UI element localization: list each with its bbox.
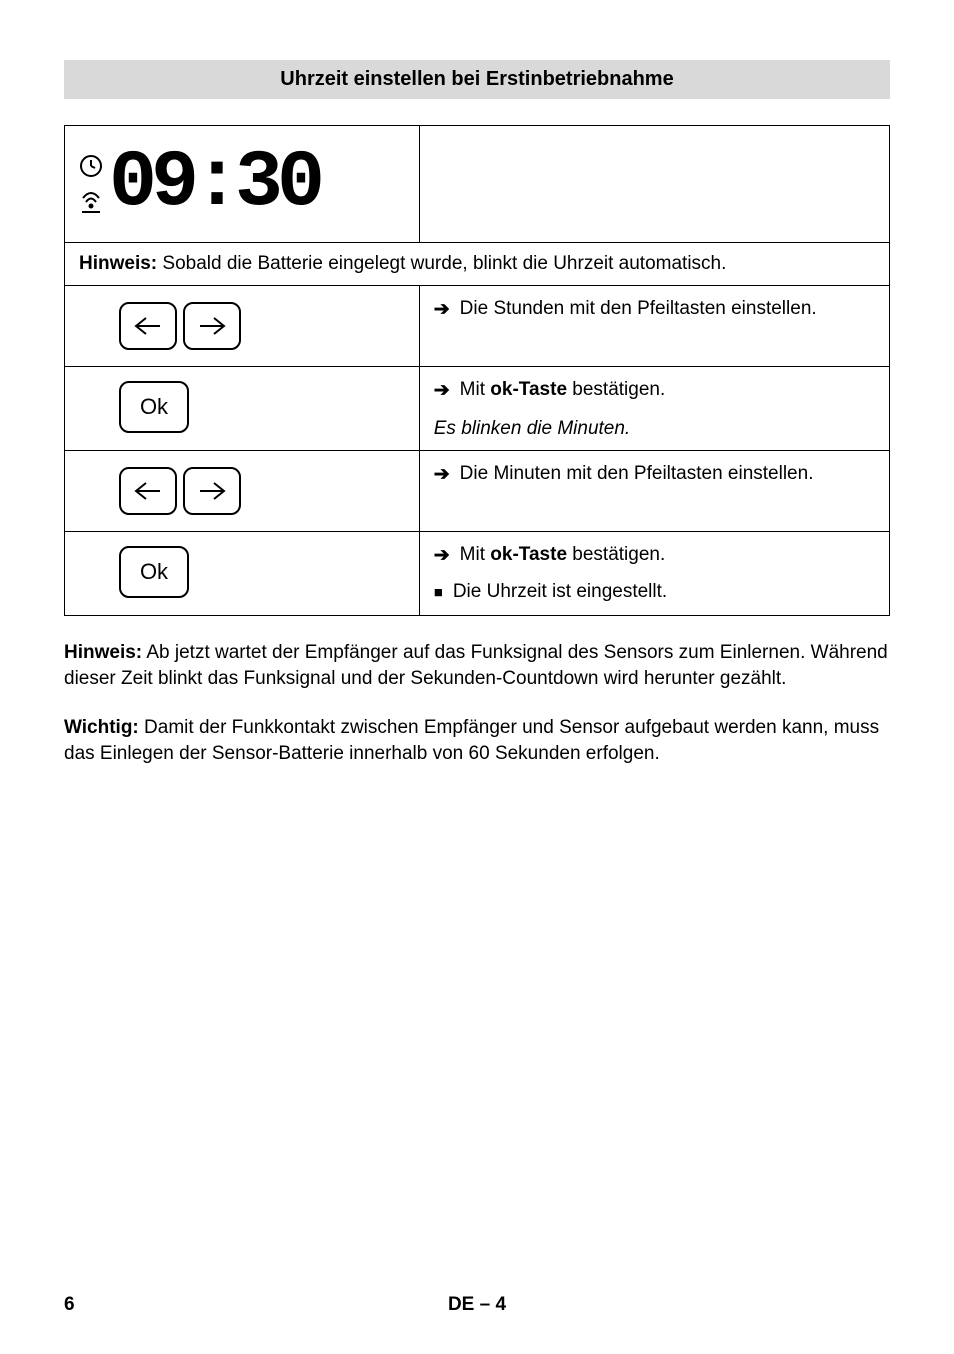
step-3-line: Die Minuten mit den Pfeiltasten einstell… bbox=[434, 463, 875, 486]
right-arrow-button[interactable] bbox=[183, 467, 241, 515]
display-side-icons bbox=[79, 154, 103, 214]
step-1-line: Die Stunden mit den Pfeiltasten einstell… bbox=[434, 298, 875, 321]
display-right-empty bbox=[419, 126, 889, 243]
arrow-bullet-icon bbox=[434, 298, 450, 321]
display-row: 09:30 bbox=[65, 126, 890, 243]
paragraph-2: Wichtig: Damit der Funkkontakt zwischen … bbox=[64, 715, 890, 766]
arrow-bullet-icon bbox=[434, 544, 450, 567]
left-arrow-button[interactable] bbox=[119, 467, 177, 515]
section-heading: Uhrzeit einstellen bei Erstinbetriebnahm… bbox=[64, 60, 890, 99]
page-lang-marker: DE – 4 bbox=[448, 1294, 506, 1316]
arrow-right-icon bbox=[198, 481, 226, 501]
arrow-right-icon bbox=[198, 316, 226, 336]
right-arrow-button[interactable] bbox=[183, 302, 241, 350]
hinweis-text: Hinweis: Sobald die Batterie eingelegt w… bbox=[79, 253, 726, 274]
step-2-right: Mit ok-Taste bestätigen. Es blinken die … bbox=[419, 367, 889, 451]
square-bullet-icon bbox=[434, 581, 443, 603]
step-2-text-1: Mit ok-Taste bestätigen. bbox=[460, 379, 666, 401]
arrow-bullet-icon bbox=[434, 463, 450, 486]
page-number: 6 bbox=[64, 1294, 75, 1316]
step-2-italic: Es blinken die Minuten. bbox=[434, 418, 875, 440]
paragraph-1: Hinweis: Ab jetzt wartet der Empfänger a… bbox=[64, 640, 890, 691]
step-2-left: Ok bbox=[65, 367, 420, 451]
step-3-text: Die Minuten mit den Pfeiltasten einstell… bbox=[460, 463, 814, 485]
step-row-2: Ok Mit ok-Taste bestätigen. Es blinken d… bbox=[65, 367, 890, 451]
step-3-left bbox=[65, 451, 420, 532]
step-row-3: Die Minuten mit den Pfeiltasten einstell… bbox=[65, 451, 890, 532]
step-4-line-1: Mit ok-Taste bestätigen. bbox=[434, 544, 875, 567]
arrow-left-icon bbox=[134, 316, 162, 336]
step-1-text: Die Stunden mit den Pfeiltasten einstell… bbox=[460, 298, 817, 320]
clock-icon bbox=[79, 154, 103, 178]
ok-button[interactable]: Ok bbox=[119, 546, 189, 598]
step-1-right: Die Stunden mit den Pfeiltasten einstell… bbox=[419, 286, 889, 367]
hinweis-cell: Hinweis: Sobald die Batterie eingelegt w… bbox=[65, 243, 890, 286]
display-cell: 09:30 bbox=[65, 126, 420, 243]
ok-button[interactable]: Ok bbox=[119, 381, 189, 433]
step-4-left: Ok bbox=[65, 532, 420, 616]
arrow-left-icon bbox=[134, 481, 162, 501]
hinweis-row: Hinweis: Sobald die Batterie eingelegt w… bbox=[65, 243, 890, 286]
step-4-line-2: Die Uhrzeit ist eingestellt. bbox=[434, 581, 875, 603]
page-footer: 6 DE – 4 bbox=[64, 1294, 890, 1316]
display-graphic: 09:30 bbox=[79, 136, 405, 232]
step-4-text-2: Die Uhrzeit ist eingestellt. bbox=[453, 581, 667, 603]
page: Uhrzeit einstellen bei Erstinbetriebnahm… bbox=[0, 0, 954, 807]
instruction-table: 09:30 Hinweis: Sobald die Batterie einge… bbox=[64, 125, 890, 616]
display-digits: 09:30 bbox=[109, 144, 319, 224]
step-row-4: Ok Mit ok-Taste bestätigen. Die Uhrzeit … bbox=[65, 532, 890, 616]
step-4-right: Mit ok-Taste bestätigen. Die Uhrzeit ist… bbox=[419, 532, 889, 616]
arrow-buttons bbox=[79, 296, 405, 356]
left-arrow-button[interactable] bbox=[119, 302, 177, 350]
step-3-right: Die Minuten mit den Pfeiltasten einstell… bbox=[419, 451, 889, 532]
step-row-1: Die Stunden mit den Pfeiltasten einstell… bbox=[65, 286, 890, 367]
step-4-text-1: Mit ok-Taste bestätigen. bbox=[460, 544, 666, 566]
signal-icon bbox=[79, 190, 103, 214]
step-1-left bbox=[65, 286, 420, 367]
arrow-buttons bbox=[79, 461, 405, 521]
arrow-bullet-icon bbox=[434, 379, 450, 402]
step-2-line-1: Mit ok-Taste bestätigen. bbox=[434, 379, 875, 402]
